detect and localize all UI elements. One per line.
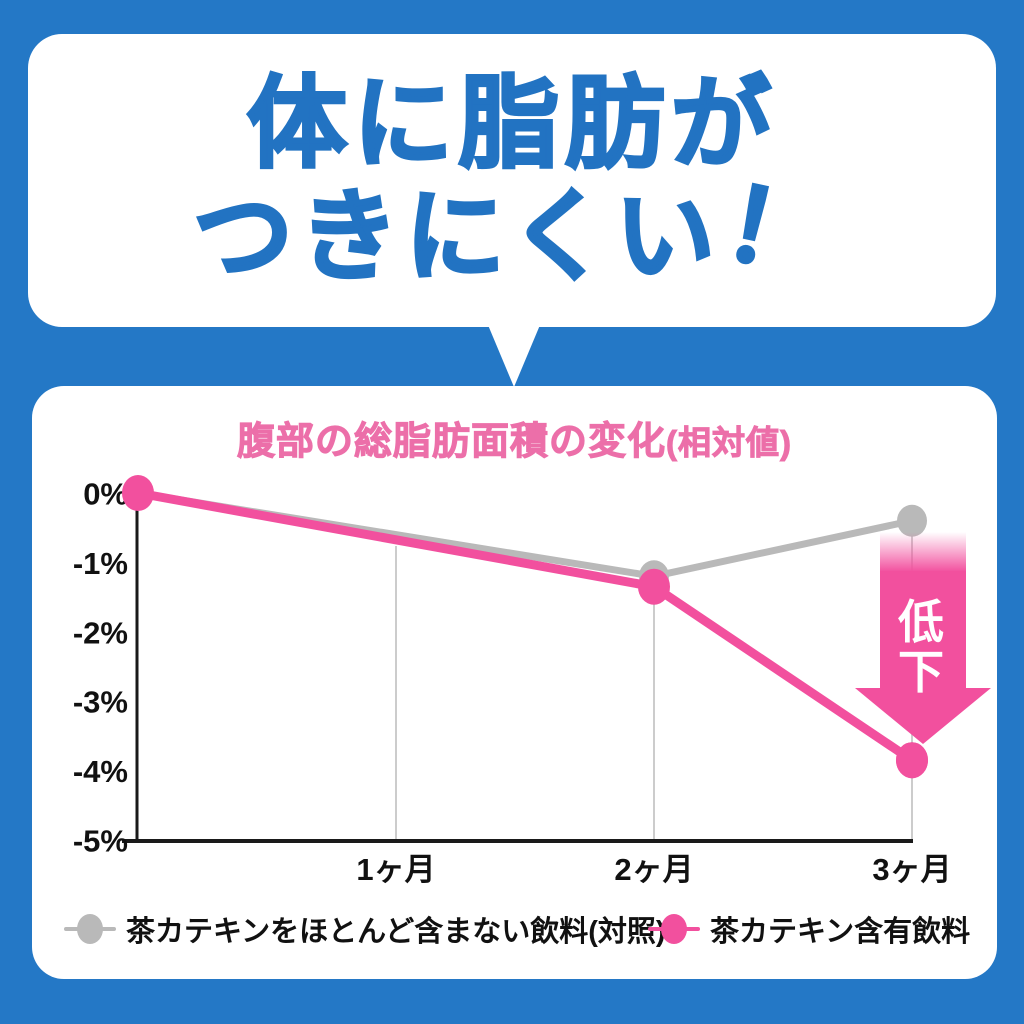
legend-item-catechin: 茶カテキン含有飲料	[648, 908, 970, 950]
legend-marker-gray-icon	[64, 910, 116, 948]
legend-marker-pink-icon	[648, 910, 700, 948]
legend-marker-dot	[661, 914, 687, 944]
chart-title: 腹部の総脂肪面積の変化(相対値)	[32, 410, 997, 465]
headline: 体に脂肪が つきにくい！	[192, 66, 844, 300]
data-point	[897, 504, 927, 537]
legend-label-control: 茶カテキンをほとんど含まない飲料(対照)	[126, 916, 666, 948]
headline-line1-text: 体に脂肪が	[246, 66, 777, 181]
chart-legend: 茶カテキンをほとんど含まない飲料(対照) 茶カテキン含有飲料	[0, 908, 1024, 956]
chart-panel: 腹部の総脂肪面積の変化(相対値)	[32, 386, 997, 979]
x-tick-label: 2ヶ月	[614, 852, 693, 887]
chart-title-sub: (相対値)	[666, 424, 792, 462]
y-tick-label: -2%	[73, 615, 128, 650]
headline-line2: つきにくい！	[192, 165, 844, 300]
series-line-1	[133, 488, 917, 765]
y-tick-label: -5%	[73, 824, 128, 859]
arrow-label-char: 下	[898, 646, 944, 698]
y-tick-label: 0%	[83, 477, 128, 512]
arrow-label-char: 低	[898, 596, 944, 648]
x-tick-label: 1ヶ月	[356, 852, 435, 887]
data-point	[638, 568, 670, 605]
legend-item-control: 茶カテキンをほとんど含まない飲料(対照)	[64, 908, 666, 950]
speech-bubble: 体に脂肪が つきにくい！	[28, 34, 996, 327]
data-point-final	[896, 742, 928, 779]
y-tick-label: -4%	[73, 754, 128, 789]
legend-marker-dot	[77, 914, 103, 944]
chart-title-main: 腹部の総脂肪面積の変化	[236, 421, 667, 464]
legend-label-catechin: 茶カテキン含有飲料	[710, 916, 971, 948]
y-tick-label: -1%	[73, 546, 128, 581]
y-tick-label: -3%	[73, 685, 128, 720]
headline-line1: 体に脂肪が	[193, 66, 831, 181]
headline-line2-text: つきにくい	[192, 179, 721, 294]
decrease-arrow-icon: 低下	[855, 532, 991, 744]
speech-bubble-tail-icon	[488, 325, 540, 387]
x-tick-label: 3ヶ月	[872, 852, 951, 887]
data-point	[122, 475, 154, 511]
